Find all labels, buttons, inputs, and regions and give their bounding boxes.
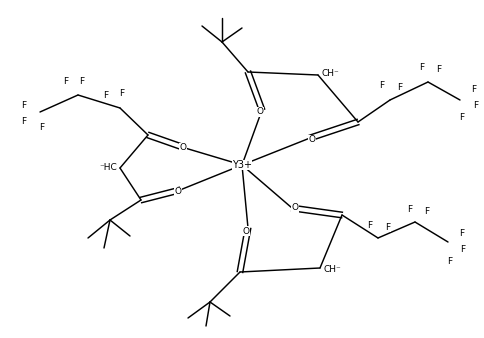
Text: F: F: [21, 118, 27, 126]
Text: F: F: [458, 114, 464, 122]
Text: F: F: [459, 245, 465, 255]
Text: F: F: [21, 101, 27, 111]
Text: ⁻HC: ⁻HC: [99, 164, 117, 172]
Text: F: F: [436, 66, 440, 74]
Text: F: F: [39, 123, 45, 132]
Text: F: F: [407, 204, 412, 214]
Text: CH⁻: CH⁻: [321, 69, 339, 77]
Text: O: O: [242, 226, 249, 236]
Text: F: F: [103, 92, 108, 100]
Text: F: F: [119, 90, 124, 98]
Text: F: F: [385, 222, 390, 232]
Text: F: F: [396, 83, 402, 93]
Text: O: O: [291, 203, 298, 213]
Text: F: F: [378, 81, 384, 91]
Text: F: F: [424, 207, 429, 216]
Text: F: F: [470, 86, 476, 95]
Text: F: F: [458, 230, 464, 239]
Text: O: O: [256, 107, 263, 117]
Text: O: O: [179, 144, 186, 152]
Text: F: F: [419, 64, 424, 72]
Text: Y3+: Y3+: [231, 160, 252, 170]
Text: F: F: [63, 77, 68, 87]
Text: F: F: [472, 101, 478, 111]
Text: F: F: [367, 220, 372, 230]
Text: O: O: [174, 188, 181, 196]
Text: F: F: [447, 257, 452, 266]
Text: CH⁻: CH⁻: [323, 266, 341, 274]
Text: O: O: [308, 136, 315, 145]
Text: F: F: [79, 76, 84, 86]
